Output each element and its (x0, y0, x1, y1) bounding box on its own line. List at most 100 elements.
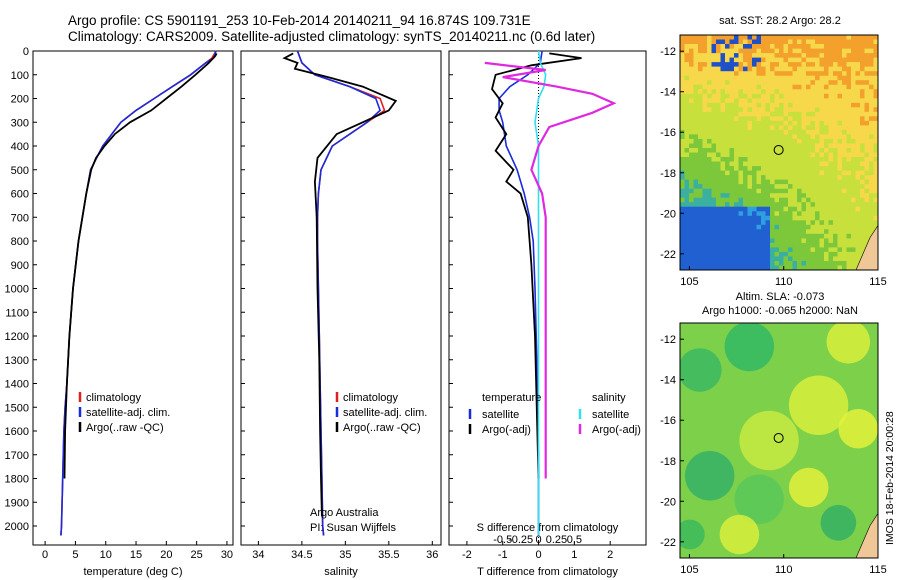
map-y-tick-label: -16 (660, 415, 676, 427)
sst-cell (828, 215, 834, 221)
sst-cell (693, 238, 699, 244)
sst-cell (684, 148, 690, 154)
sst-cell (779, 134, 785, 140)
sst-cell (810, 138, 816, 144)
sst-cell (824, 193, 830, 199)
sst-cell (770, 148, 776, 154)
sst-cell (819, 102, 825, 108)
sst-cell (806, 80, 812, 86)
sst-cell (806, 184, 812, 190)
sst-cell (842, 152, 848, 158)
sst-cell (738, 161, 744, 167)
sst-cell (689, 89, 695, 95)
sst-cell (842, 166, 848, 172)
sst-cell (869, 197, 875, 203)
sst-cell (801, 224, 807, 230)
sst-cell (833, 238, 839, 244)
sst-cell (756, 98, 762, 104)
sst-cell (806, 242, 812, 248)
sst-cell (833, 197, 839, 203)
sst-cell (819, 148, 825, 154)
sst-cell (860, 35, 866, 41)
sst-cell (824, 265, 830, 270)
sst-cell (761, 238, 767, 244)
sst-cell (743, 84, 749, 90)
sst-cell (815, 247, 821, 253)
sst-cell (779, 256, 785, 262)
sst-cell (833, 129, 839, 135)
sst-cell (833, 39, 839, 45)
sst-cell (833, 211, 839, 217)
sst-cell (833, 166, 839, 172)
sst-cell (819, 251, 825, 257)
sst-cell (707, 48, 713, 54)
sst-cell (761, 220, 767, 226)
sst-cell (693, 71, 699, 77)
sst-cell (756, 48, 762, 54)
sst-cell (783, 211, 789, 217)
sst-cell (729, 48, 735, 54)
sst-cell (774, 62, 780, 68)
sst-cell (702, 111, 708, 117)
sst-cell (855, 211, 861, 217)
sst-cell (711, 116, 717, 122)
sst-cell (806, 39, 812, 45)
sst-cell (860, 129, 866, 135)
sst-cell (783, 44, 789, 50)
sst-cell (734, 75, 740, 81)
sst-cell (725, 261, 731, 267)
sst-cell (797, 184, 803, 190)
sst-cell (846, 84, 852, 90)
sst-cell (806, 71, 812, 77)
sst-cell (743, 71, 749, 77)
sst-cell (698, 152, 704, 158)
sst-cell (729, 215, 735, 221)
sst-cell (734, 161, 740, 167)
sst-cell (756, 148, 762, 154)
sst-cell (698, 107, 704, 113)
sst-cell (702, 120, 708, 126)
sst-cell (729, 138, 735, 144)
sst-cell (756, 71, 762, 77)
sst-cell (738, 179, 744, 185)
sst-cell (779, 220, 785, 226)
sst-cell (860, 143, 866, 149)
sst-cell (788, 44, 794, 50)
sst-cell (725, 247, 731, 253)
sst-cell (788, 256, 794, 262)
sst-cell (720, 84, 726, 90)
sst-cell (828, 148, 834, 154)
sst-cell (846, 170, 852, 176)
sst-cell (698, 120, 704, 126)
sst-cell (833, 138, 839, 144)
sst-cell (725, 75, 731, 81)
sst-cell (806, 125, 812, 131)
sst-cell (846, 179, 852, 185)
sst-cell (842, 256, 848, 262)
sst-cell (824, 66, 830, 72)
sst-cell (711, 179, 717, 185)
sst-cell (684, 48, 690, 54)
x-tick-label: 15 (130, 549, 142, 561)
sst-cell (783, 184, 789, 190)
sst-cell (806, 206, 812, 212)
sst-cell (873, 175, 878, 181)
sst-cell (765, 247, 771, 253)
sst-cell (702, 53, 708, 59)
sst-cell (698, 102, 704, 108)
sst-cell (779, 138, 785, 144)
sst-cell (819, 206, 825, 212)
sst-cell (824, 53, 830, 59)
sst-cell (783, 80, 789, 86)
sst-cell (702, 220, 708, 226)
sst-cell (869, 148, 875, 154)
sst-cell (828, 238, 834, 244)
sst-cell (734, 224, 740, 230)
sst-cell (747, 75, 753, 81)
sst-cell (747, 193, 753, 199)
sst-cell (842, 111, 848, 117)
sst-cell (837, 229, 843, 235)
sst-cell (837, 66, 843, 72)
sst-cell (756, 193, 762, 199)
sst-cell (738, 175, 744, 181)
